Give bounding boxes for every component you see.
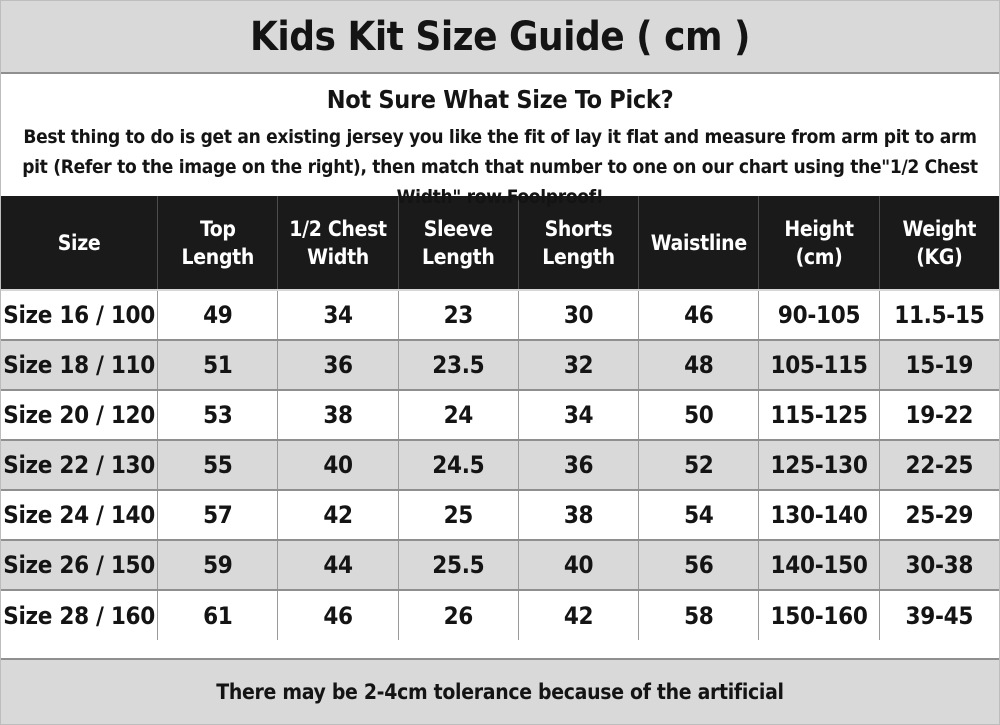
- table-cell: Size 28 / 160: [1, 589, 158, 640]
- table-cell: 59: [157, 539, 278, 590]
- table-cell: 15-19: [878, 339, 999, 390]
- table-row: Size 28 / 160 61 46 26 42 58 150-160 39-…: [1, 589, 999, 640]
- title-bar: Kids Kit Size Guide ( cm ): [1, 1, 999, 74]
- table-cell: 42: [277, 489, 399, 540]
- table-row: Size 26 / 150 59 44 25.5 40 56 140-150 3…: [1, 539, 999, 590]
- table-cell: 22-25: [878, 439, 999, 490]
- column-header-height: Height (cm): [758, 196, 880, 291]
- table-cell: 40: [277, 439, 399, 490]
- table-cell: 44: [277, 539, 399, 590]
- table-cell: 38: [517, 489, 639, 540]
- table-cell: 46: [638, 290, 759, 340]
- table-cell: Size 18 / 110: [1, 339, 158, 390]
- table-cell: 34: [517, 389, 639, 440]
- table-cell: Size 20 / 120: [1, 389, 158, 440]
- table-cell: 25: [397, 489, 519, 540]
- table-cell: 30-38: [878, 539, 999, 590]
- table-cell: 39-45: [878, 589, 999, 640]
- table-cell: 55: [157, 439, 278, 490]
- table-cell: 42: [517, 589, 639, 640]
- table-cell: 150-160: [758, 589, 880, 640]
- column-header-top-length: Top Length: [157, 196, 278, 291]
- column-header-chest-width: 1/2 Chest Width: [277, 196, 399, 291]
- table-cell: 52: [638, 439, 759, 490]
- intro-section: Not Sure What Size To Pick? Best thing t…: [1, 74, 999, 208]
- table-cell: 61: [157, 589, 278, 640]
- table-cell: 46: [277, 589, 399, 640]
- table-row: Size 18 / 110 51 36 23.5 32 48 105-115 1…: [1, 339, 999, 390]
- table-cell: 30: [517, 290, 639, 340]
- table-row: Size 20 / 120 53 38 24 34 50 115-125 19-…: [1, 389, 999, 440]
- table-cell: 58: [638, 589, 759, 640]
- column-header-waistline: Waistline: [638, 196, 759, 291]
- table-cell: 56: [638, 539, 759, 590]
- table-cell: 54: [638, 489, 759, 540]
- table-cell: 40: [517, 539, 639, 590]
- table-cell: 26: [397, 589, 519, 640]
- intro-heading: Not Sure What Size To Pick?: [326, 85, 674, 114]
- table-cell: 90-105: [758, 290, 880, 340]
- table-row: Size 22 / 130 55 40 24.5 36 52 125-130 2…: [1, 439, 999, 490]
- table-cell: 49: [157, 290, 278, 340]
- table-row: Size 24 / 140 57 42 25 38 54 130-140 25-…: [1, 489, 999, 540]
- table-cell: 24.5: [397, 439, 519, 490]
- table-cell: 32: [517, 339, 639, 390]
- table-cell: 130-140: [758, 489, 880, 540]
- table-cell: 34: [277, 290, 399, 340]
- table-row: Size 16 / 100 49 34 23 30 46 90-105 11.5…: [1, 290, 999, 340]
- size-table: Size Top Length 1/2 Chest Width Sleeve L…: [1, 196, 999, 640]
- table-cell: 140-150: [758, 539, 880, 590]
- intro-body: Best thing to do is get an existing jers…: [22, 125, 978, 208]
- tolerance-note: There may be 2-4cm tolerance because of …: [216, 680, 784, 704]
- column-header-shorts-length: Shorts Length: [517, 196, 639, 291]
- table-cell: Size 22 / 130: [1, 439, 158, 490]
- table-cell: Size 24 / 140: [1, 489, 158, 540]
- table-cell: Size 16 / 100: [1, 290, 158, 340]
- table-cell: 36: [277, 339, 399, 390]
- column-header-weight: Weight (KG): [878, 196, 999, 291]
- table-cell: 25.5: [397, 539, 519, 590]
- table-cell: 24: [397, 389, 519, 440]
- table-cell: 51: [157, 339, 278, 390]
- column-header-sleeve-length: Sleeve Length: [397, 196, 519, 291]
- table-cell: 11.5-15: [878, 290, 999, 340]
- table-cell: 50: [638, 389, 759, 440]
- table-cell: 38: [277, 389, 399, 440]
- table-cell: 125-130: [758, 439, 880, 490]
- table-cell: 25-29: [878, 489, 999, 540]
- table-cell: 105-115: [758, 339, 880, 390]
- table-cell: Size 26 / 150: [1, 539, 158, 590]
- table-cell: 57: [157, 489, 278, 540]
- table-cell: 23.5: [397, 339, 519, 390]
- page-title: Kids Kit Size Guide ( cm ): [250, 13, 750, 60]
- table-header-row: Size Top Length 1/2 Chest Width Sleeve L…: [1, 196, 999, 291]
- column-header-size: Size: [1, 196, 158, 291]
- table-cell: 36: [517, 439, 639, 490]
- table-cell: 115-125: [758, 389, 880, 440]
- table-cell: 53: [157, 389, 278, 440]
- footer-note-bar: There may be 2-4cm tolerance because of …: [1, 658, 999, 724]
- table-cell: 48: [638, 339, 759, 390]
- table-cell: 23: [397, 290, 519, 340]
- table-cell: 19-22: [878, 389, 999, 440]
